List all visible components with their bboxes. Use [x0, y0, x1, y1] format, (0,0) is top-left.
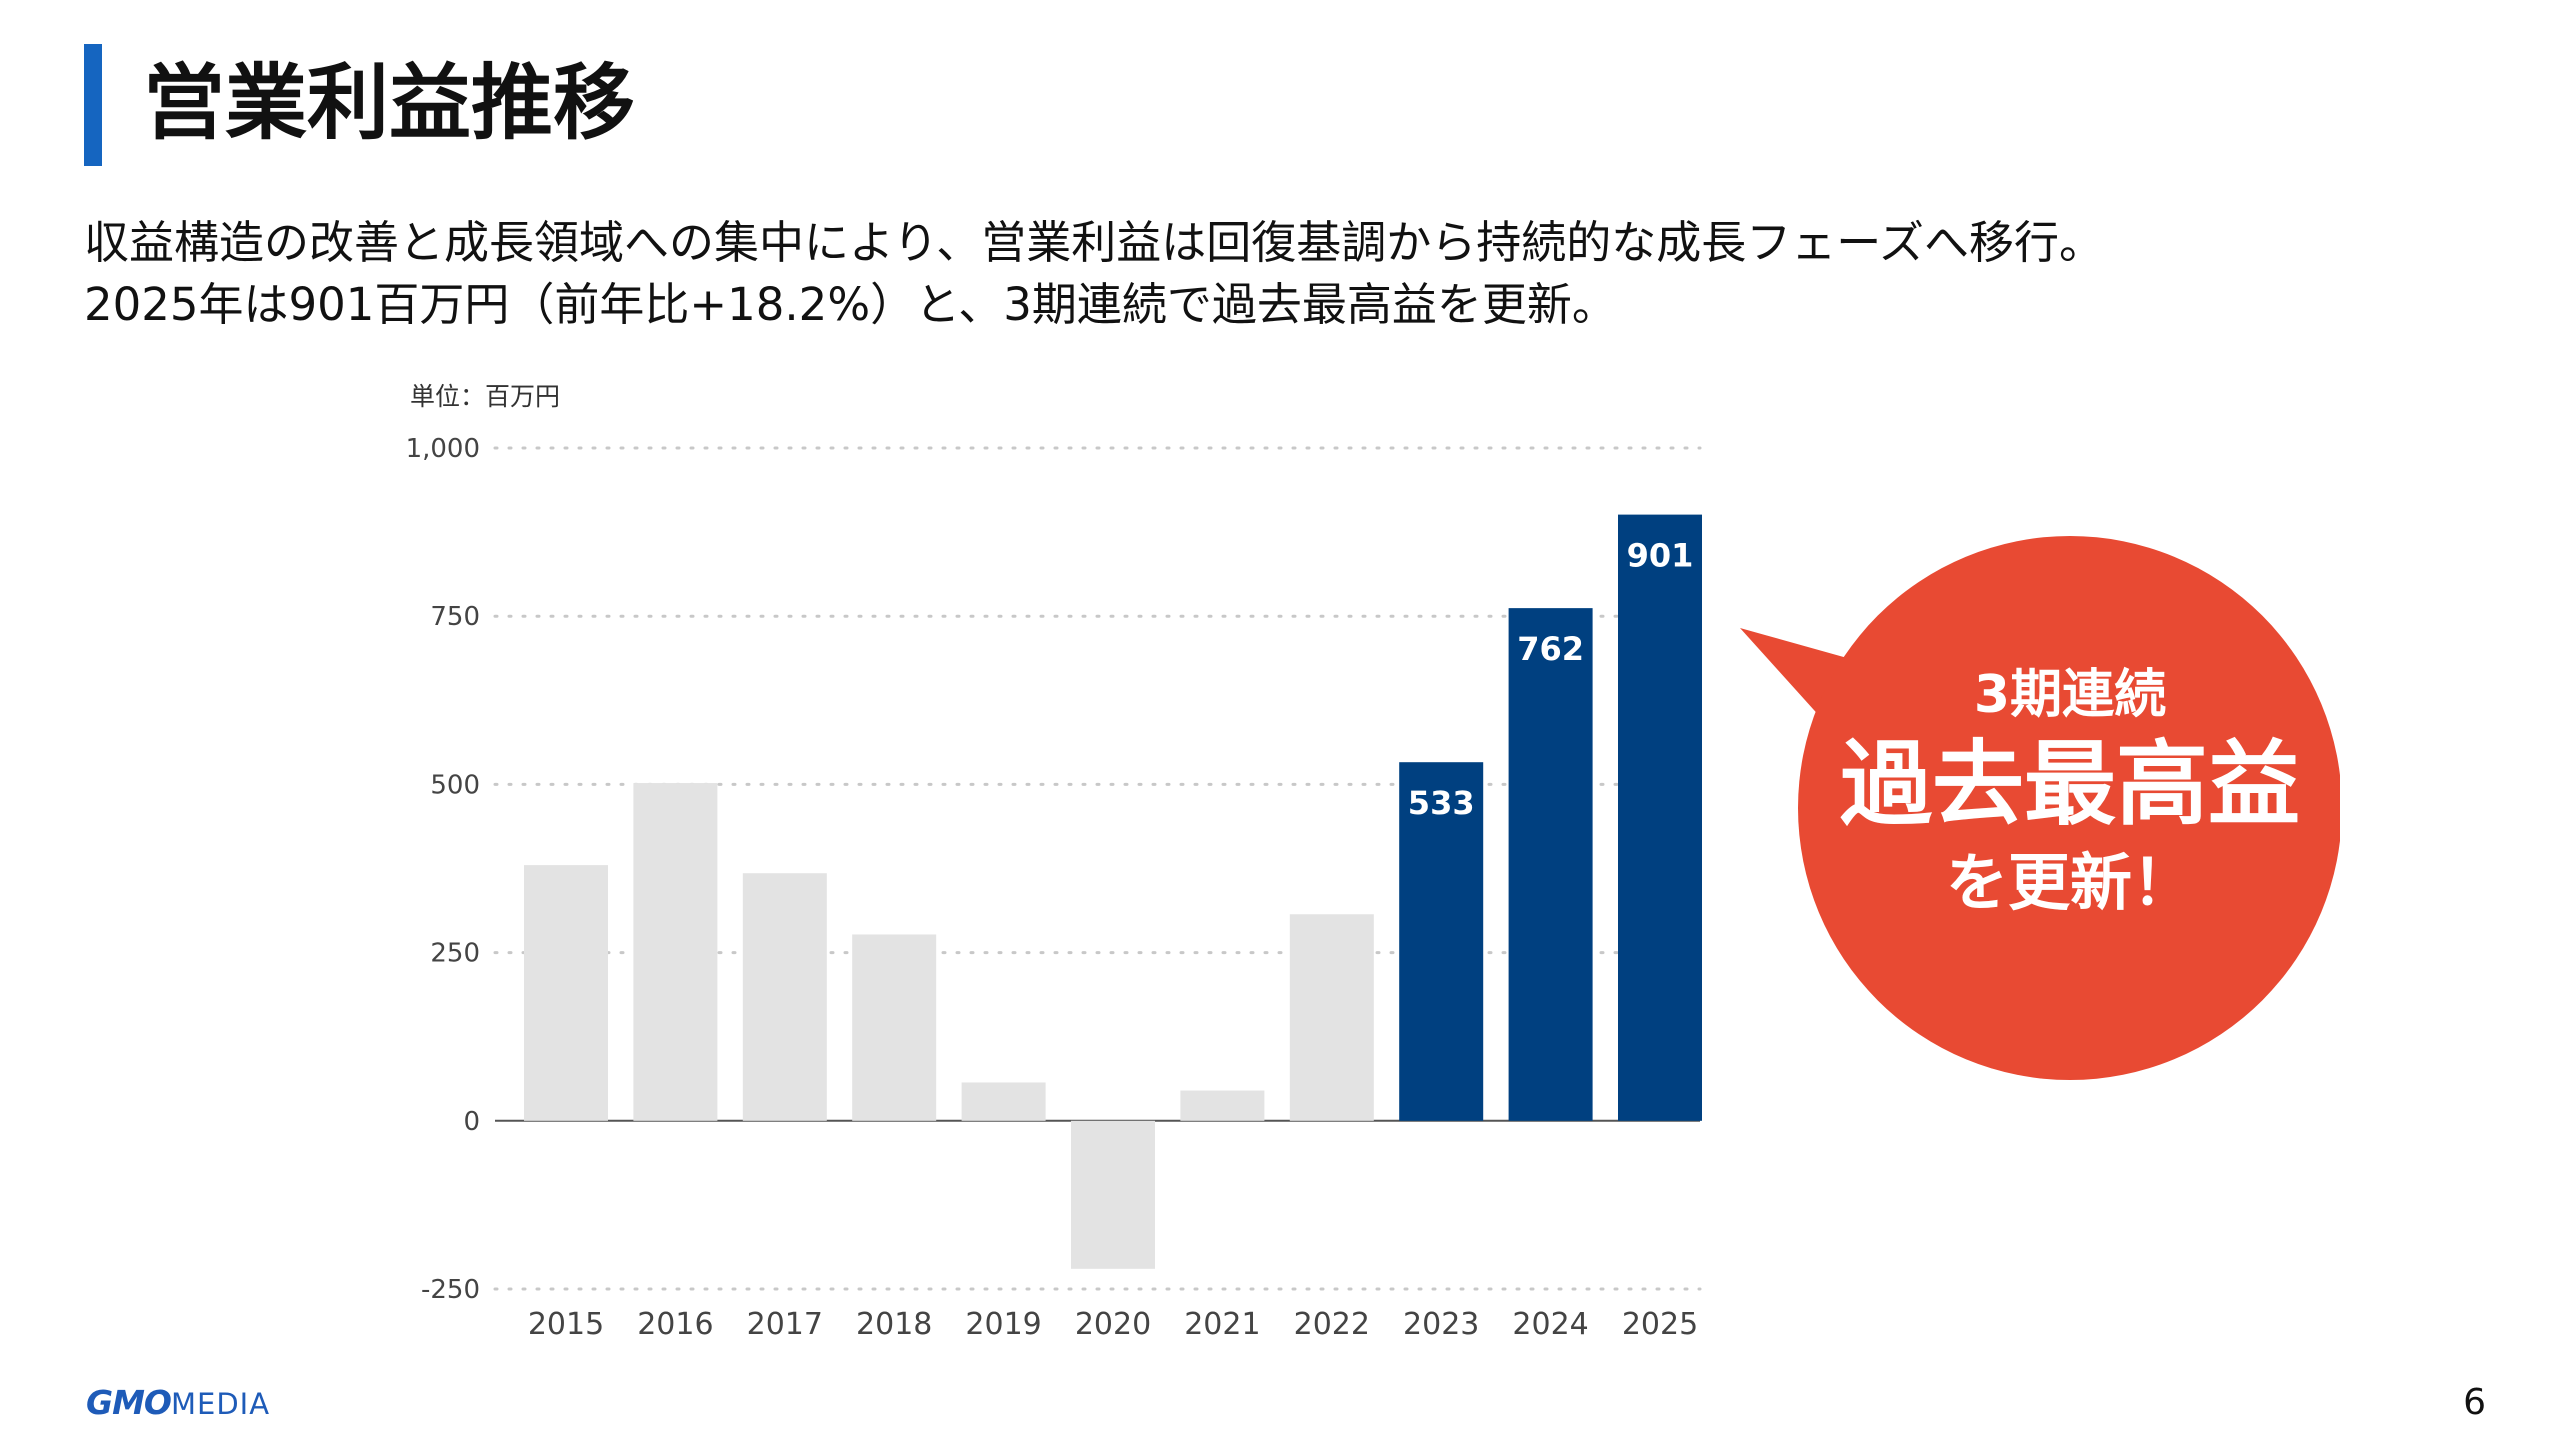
- callout-circle: [1798, 536, 2340, 1080]
- x-tick-label: 2025: [1622, 1307, 1698, 1342]
- callout-line-2: 過去最高益: [1839, 731, 2300, 838]
- x-tick-label: 2020: [1075, 1307, 1151, 1342]
- page-title: 営業利益推移: [143, 56, 636, 151]
- logo-gmo: GMO: [86, 1383, 172, 1422]
- title-accent-bar: [84, 44, 102, 166]
- logo-media: MEDIA: [170, 1387, 271, 1421]
- x-tick-label: 2015: [528, 1307, 604, 1342]
- lead-line-2: 2025年は901百万円（前年比+18.2%）と、3期連続で過去最高益を更新。: [84, 278, 1617, 331]
- y-tick-label: -250: [421, 1275, 480, 1305]
- bar-2022: [1289, 914, 1374, 1121]
- data-label: 901: [1627, 537, 1694, 575]
- y-tick-label: 1,000: [406, 434, 480, 464]
- y-tick-label: 500: [430, 770, 480, 800]
- x-tick-label: 2023: [1403, 1307, 1479, 1342]
- lead-text: 収益構造の改善と成長領域への集中により、営業利益は回復基調から持続的な成長フェー…: [84, 212, 2104, 336]
- bar-2016: [633, 783, 718, 1121]
- y-tick-label: 0: [463, 1107, 480, 1137]
- y-tick-label: 250: [430, 939, 480, 969]
- callout-line-3: を更新！: [1945, 846, 2194, 919]
- bar-2019: [961, 1082, 1046, 1121]
- data-label: 762: [1517, 630, 1584, 668]
- bar-2018: [852, 934, 937, 1121]
- x-tick-label: 2019: [965, 1307, 1041, 1342]
- x-tick-label: 2016: [637, 1307, 713, 1342]
- x-tick-label: 2018: [856, 1307, 932, 1342]
- bar-2025: [1618, 514, 1702, 1121]
- data-label: 533: [1408, 784, 1475, 822]
- bar-2015: [524, 865, 608, 1121]
- bar-2024: [1508, 608, 1593, 1121]
- callout-bubble: [1740, 536, 2340, 1080]
- lead-line-1: 収益構造の改善と成長領域への集中により、営業利益は回復基調から持続的な成長フェー…: [84, 216, 2105, 269]
- bar-2023: [1399, 762, 1484, 1121]
- company-logo: GMOMEDIA: [86, 1384, 270, 1428]
- x-tick-label: 2024: [1512, 1307, 1588, 1342]
- y-tick-label: 750: [430, 602, 480, 632]
- callout-text: 3期連続 過去最高益 を更新！: [1800, 660, 2340, 926]
- record-profit-callout: 3期連続 過去最高益 を更新！: [1740, 520, 2340, 1080]
- chart-unit-label: 単位：百万円: [410, 382, 560, 411]
- x-tick-label: 2017: [747, 1307, 823, 1342]
- page-number: 6: [2463, 1382, 2486, 1423]
- x-tick-label: 2021: [1184, 1307, 1260, 1342]
- bar-2021: [1180, 1090, 1265, 1121]
- callout-line-1: 3期連続: [1973, 665, 2167, 725]
- x-tick-label: 2022: [1294, 1307, 1370, 1342]
- bar-2017: [742, 873, 827, 1121]
- bar-2020: [1071, 1120, 1155, 1269]
